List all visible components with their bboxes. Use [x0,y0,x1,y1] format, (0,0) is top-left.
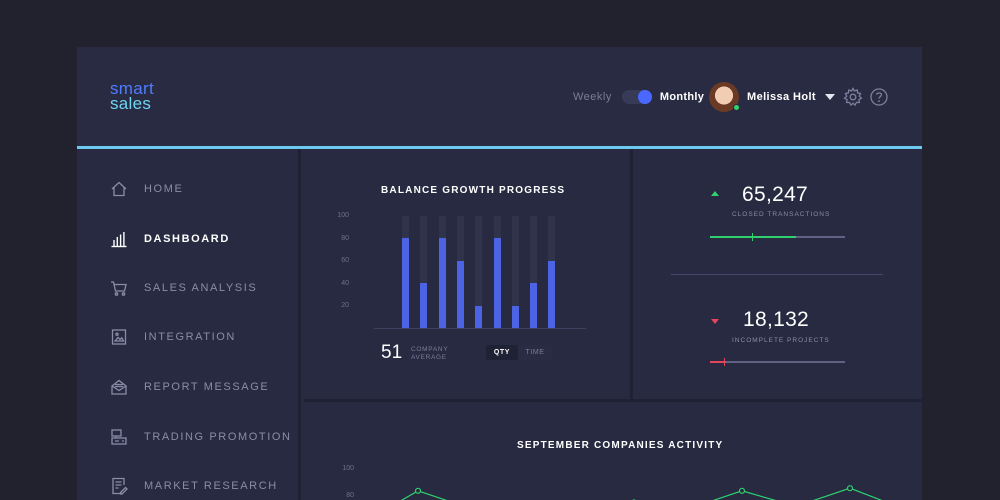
avg-label-line-1: COMPANY [411,346,449,353]
activity-point[interactable] [738,487,746,494]
activity-chart-title: SEPTEMBER COMPANIES ACTIVITY [517,440,724,451]
stats-panel: 65,247 CLOSED TRANSACTIONS 18,132 INCOMP… [633,149,922,399]
avg-label-line-2: AVERAGE [411,354,447,361]
image-icon [111,329,127,345]
toggle-weekly-label[interactable]: Weekly [573,91,612,103]
bar[interactable] [530,283,537,328]
bar-track [530,216,537,328]
closed-progress-marker [752,233,753,241]
sidebar-item-label: MARKET RESEARCH [144,480,278,492]
sidebar-item-label: TRADING PROMOTION [144,431,292,443]
sidebar-item-market-research[interactable]: MARKET RESEARCH [77,466,298,500]
bar[interactable] [420,283,427,328]
segment-qty[interactable]: QTY [486,345,518,360]
toggle-monthly-label[interactable]: Monthly [659,91,705,103]
y-tick-label: 100 [342,465,354,472]
closed-progress-fill [710,236,796,238]
y-tick-label: 80 [341,235,349,242]
sidebar-item-report-message[interactable]: REPORT MESSAGE [77,367,298,407]
chevron-down-icon [825,94,835,100]
bar[interactable] [548,261,555,328]
companies-activity-panel: SEPTEMBER COMPANIES ACTIVITY 100 80 [304,402,922,500]
brand-logo[interactable]: smart sales [110,79,190,113]
sidebar-item-label: DASHBOARD [144,233,230,245]
chart-baseline [374,328,586,329]
top-header: smart sales Weekly Monthly Melissa Holt [77,47,922,146]
toggle-knob [637,90,652,104]
gear-icon[interactable] [843,87,863,107]
user-name: Melissa Holt [747,91,816,103]
stats-separator [671,274,883,275]
header-accent-line [77,146,922,149]
sidebar-item-label: REPORT MESSAGE [144,381,270,393]
closed-transactions-value: 65,247 [742,183,809,206]
activity-point[interactable] [846,485,854,492]
sidebar-item-sales-analysis[interactable]: SALES ANALYSIS [77,268,298,308]
metric-segmented-control: QTY TIME [486,345,552,360]
bar[interactable] [475,306,482,328]
bar-track [512,216,519,328]
period-toggle: Weekly Monthly [573,89,704,105]
incomplete-progress-bar [710,358,845,366]
document-edit-icon [112,477,128,495]
sidebar-item-trading-promotion[interactable]: TRADING PROMOTION [77,417,298,457]
brand-line-2: sales [110,94,152,113]
brand-line-1: smart [110,79,154,98]
incomplete-progress-fill [710,361,726,363]
segment-time[interactable]: TIME [518,345,552,360]
panel-divider [630,149,633,399]
user-menu[interactable]: Melissa Holt [709,82,835,112]
bar[interactable] [494,238,501,328]
incomplete-projects-label: INCOMPLETE PROJECTS [732,337,830,344]
y-tick-label: 100 [337,212,349,219]
closed-transactions-label: CLOSED TRANSACTIONS [732,211,831,218]
activity-series-line [400,487,883,500]
balance-growth-panel: BALANCE GROWTH PROGRESS 100 80 60 40 20 … [304,149,630,399]
sidebar-item-dashboard[interactable]: DASHBOARD [77,219,298,259]
closed-progress-bar [710,233,845,241]
sidebar-item-label: INTEGRATION [144,331,236,343]
activity-line-chart [400,485,883,500]
balance-chart-title: BALANCE GROWTH PROGRESS [381,185,566,196]
company-average-label: COMPANY AVERAGE [411,346,448,362]
y-tick-label: 60 [341,257,349,264]
sidebar: HOME DASHBOARD SALES ANALYSIS [77,149,301,500]
sidebar-item-integration[interactable]: INTEGRATION [77,317,298,357]
sidebar-item-home[interactable]: HOME [77,169,298,209]
y-tick-label: 40 [341,280,349,287]
bar-track [475,216,482,328]
home-icon [111,181,127,197]
bar[interactable] [439,238,446,328]
panel-divider [304,399,922,402]
online-status-dot [733,104,740,111]
company-average-value: 51 [381,342,403,363]
cart-icon [111,281,127,296]
dashboard-app: smart sales Weekly Monthly Melissa Holt [77,47,922,500]
avatar [709,82,740,112]
trend-down-icon [711,319,719,324]
help-icon[interactable] [869,87,889,107]
cash-register-icon [111,429,127,445]
sidebar-item-label: SALES ANALYSIS [144,282,258,294]
bar[interactable] [512,306,519,328]
bar[interactable] [402,238,409,328]
bar-chart-icon [111,232,127,248]
incomplete-progress-marker [724,358,725,366]
bar-track [420,216,427,328]
trend-up-icon [711,191,719,196]
y-tick-label: 80 [346,492,354,499]
y-tick-label: 20 [341,302,349,309]
bar[interactable] [457,261,464,328]
period-toggle-switch[interactable] [621,90,652,104]
incomplete-projects-value: 18,132 [743,308,810,331]
envelope-icon [111,379,127,395]
sidebar-item-label: HOME [144,183,184,195]
activity-point[interactable] [414,487,422,494]
